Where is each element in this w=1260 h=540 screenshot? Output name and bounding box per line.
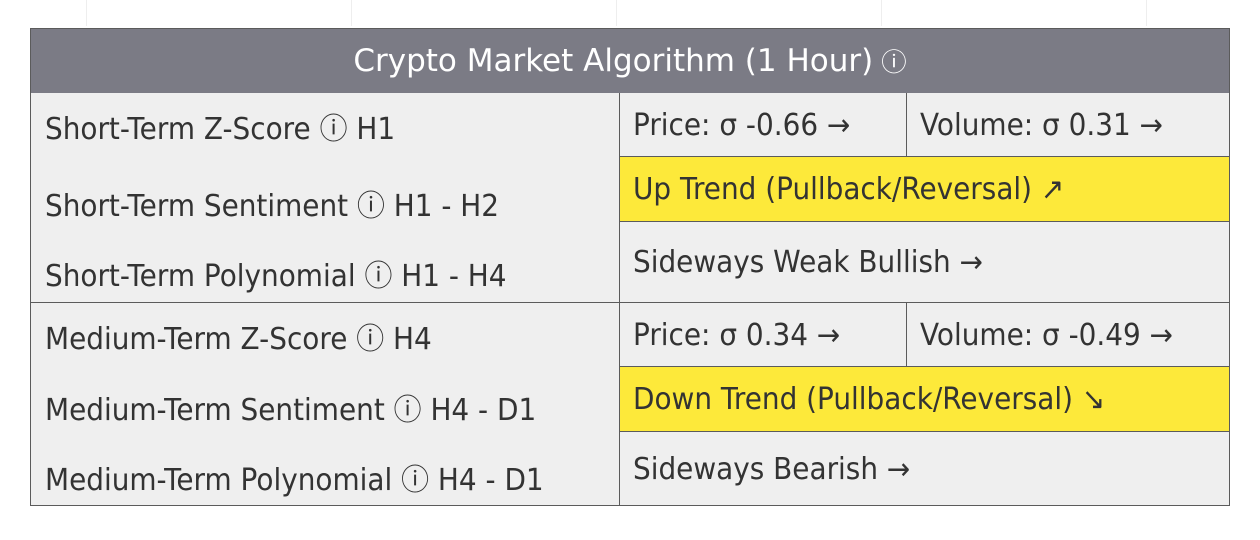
zscore-volume-value: Volume: σ 0.31 → <box>920 107 1163 143</box>
polynomial-value: Sideways Weak Bullish → <box>633 244 983 280</box>
short-polynomial-cell: Sideways Weak Bullish → <box>620 222 1229 302</box>
short-zscore-price-cell: Price: σ -0.66 → <box>620 94 906 156</box>
medium-zscore-volume-cell: Volume: σ -0.49 → <box>907 304 1229 366</box>
row-label-text: Medium-Term Sentiment <box>45 393 385 428</box>
row-timeframe: H4 - D1 <box>430 393 537 428</box>
sentiment-value: Down Trend (Pullback/Reversal) ↘ <box>633 381 1106 417</box>
row-label-medium-sentiment: Medium-Term Sentiment ⓘ H4 - D1 <box>45 385 536 429</box>
row-label-medium-polynomial: Medium-Term Polynomial ⓘ H4 - D1 <box>45 455 544 499</box>
cell-divider <box>620 156 1229 157</box>
medium-sentiment-cell: Down Trend (Pullback/Reversal) ↘ <box>620 367 1229 431</box>
background-gridline <box>616 0 617 26</box>
background-gridline <box>86 0 87 26</box>
info-icon[interactable]: ⓘ <box>881 47 907 77</box>
row-timeframe: H1 <box>356 112 396 147</box>
row-label-short-zscore: Short-Term Z-Score ⓘ H1 <box>45 104 395 148</box>
row-label-text: Medium-Term Z-Score <box>45 322 348 357</box>
cell-divider <box>620 221 1229 222</box>
row-label-text: Short-Term Sentiment <box>45 189 349 224</box>
row-timeframe: H4 <box>393 322 432 357</box>
info-icon[interactable]: ⓘ <box>356 322 385 357</box>
row-label-text: Short-Term Z-Score <box>45 112 311 147</box>
section-divider <box>31 302 1229 303</box>
cell-divider <box>620 366 1229 367</box>
background-gridline <box>1146 0 1147 26</box>
row-timeframe: H4 - D1 <box>437 463 544 498</box>
info-icon[interactable]: ⓘ <box>356 189 385 224</box>
column-divider <box>619 93 620 506</box>
background-gridline <box>351 0 352 26</box>
widget-title: Crypto Market Algorithm (1 Hour) <box>353 43 874 79</box>
row-label-short-sentiment: Short-Term Sentiment ⓘ H1 - H2 <box>45 181 499 225</box>
medium-polynomial-cell: Sideways Bearish → <box>620 432 1229 506</box>
background-gridline <box>881 0 882 26</box>
zscore-divider <box>906 303 907 367</box>
row-label-text: Medium-Term Polynomial <box>45 463 393 498</box>
row-timeframe: H1 - H4 <box>401 259 507 294</box>
zscore-divider <box>906 93 907 157</box>
medium-zscore-price-cell: Price: σ 0.34 → <box>620 304 906 366</box>
info-icon[interactable]: ⓘ <box>364 259 393 294</box>
info-icon[interactable]: ⓘ <box>319 112 348 147</box>
zscore-price-value: Price: σ 0.34 → <box>633 317 841 353</box>
info-icon[interactable]: ⓘ <box>401 463 430 498</box>
row-label-short-polynomial: Short-Term Polynomial ⓘ H1 - H4 <box>45 251 507 295</box>
row-timeframe: H1 - H2 <box>393 189 500 224</box>
crypto-algorithm-widget: Crypto Market Algorithm (1 Hour) ⓘ Short… <box>30 28 1230 506</box>
zscore-price-value: Price: σ -0.66 → <box>633 107 851 143</box>
cell-divider <box>620 431 1229 432</box>
info-icon[interactable]: ⓘ <box>393 393 422 428</box>
sentiment-value: Up Trend (Pullback/Reversal) ↗ <box>633 171 1065 207</box>
polynomial-value: Sideways Bearish → <box>633 451 911 487</box>
short-zscore-volume-cell: Volume: σ 0.31 → <box>907 94 1229 156</box>
row-label-text: Short-Term Polynomial <box>45 259 356 294</box>
zscore-volume-value: Volume: σ -0.49 → <box>920 317 1174 353</box>
row-label-medium-zscore: Medium-Term Z-Score ⓘ H4 <box>45 314 432 358</box>
short-sentiment-cell: Up Trend (Pullback/Reversal) ↗ <box>620 157 1229 221</box>
widget-header: Crypto Market Algorithm (1 Hour) ⓘ <box>31 29 1229 93</box>
